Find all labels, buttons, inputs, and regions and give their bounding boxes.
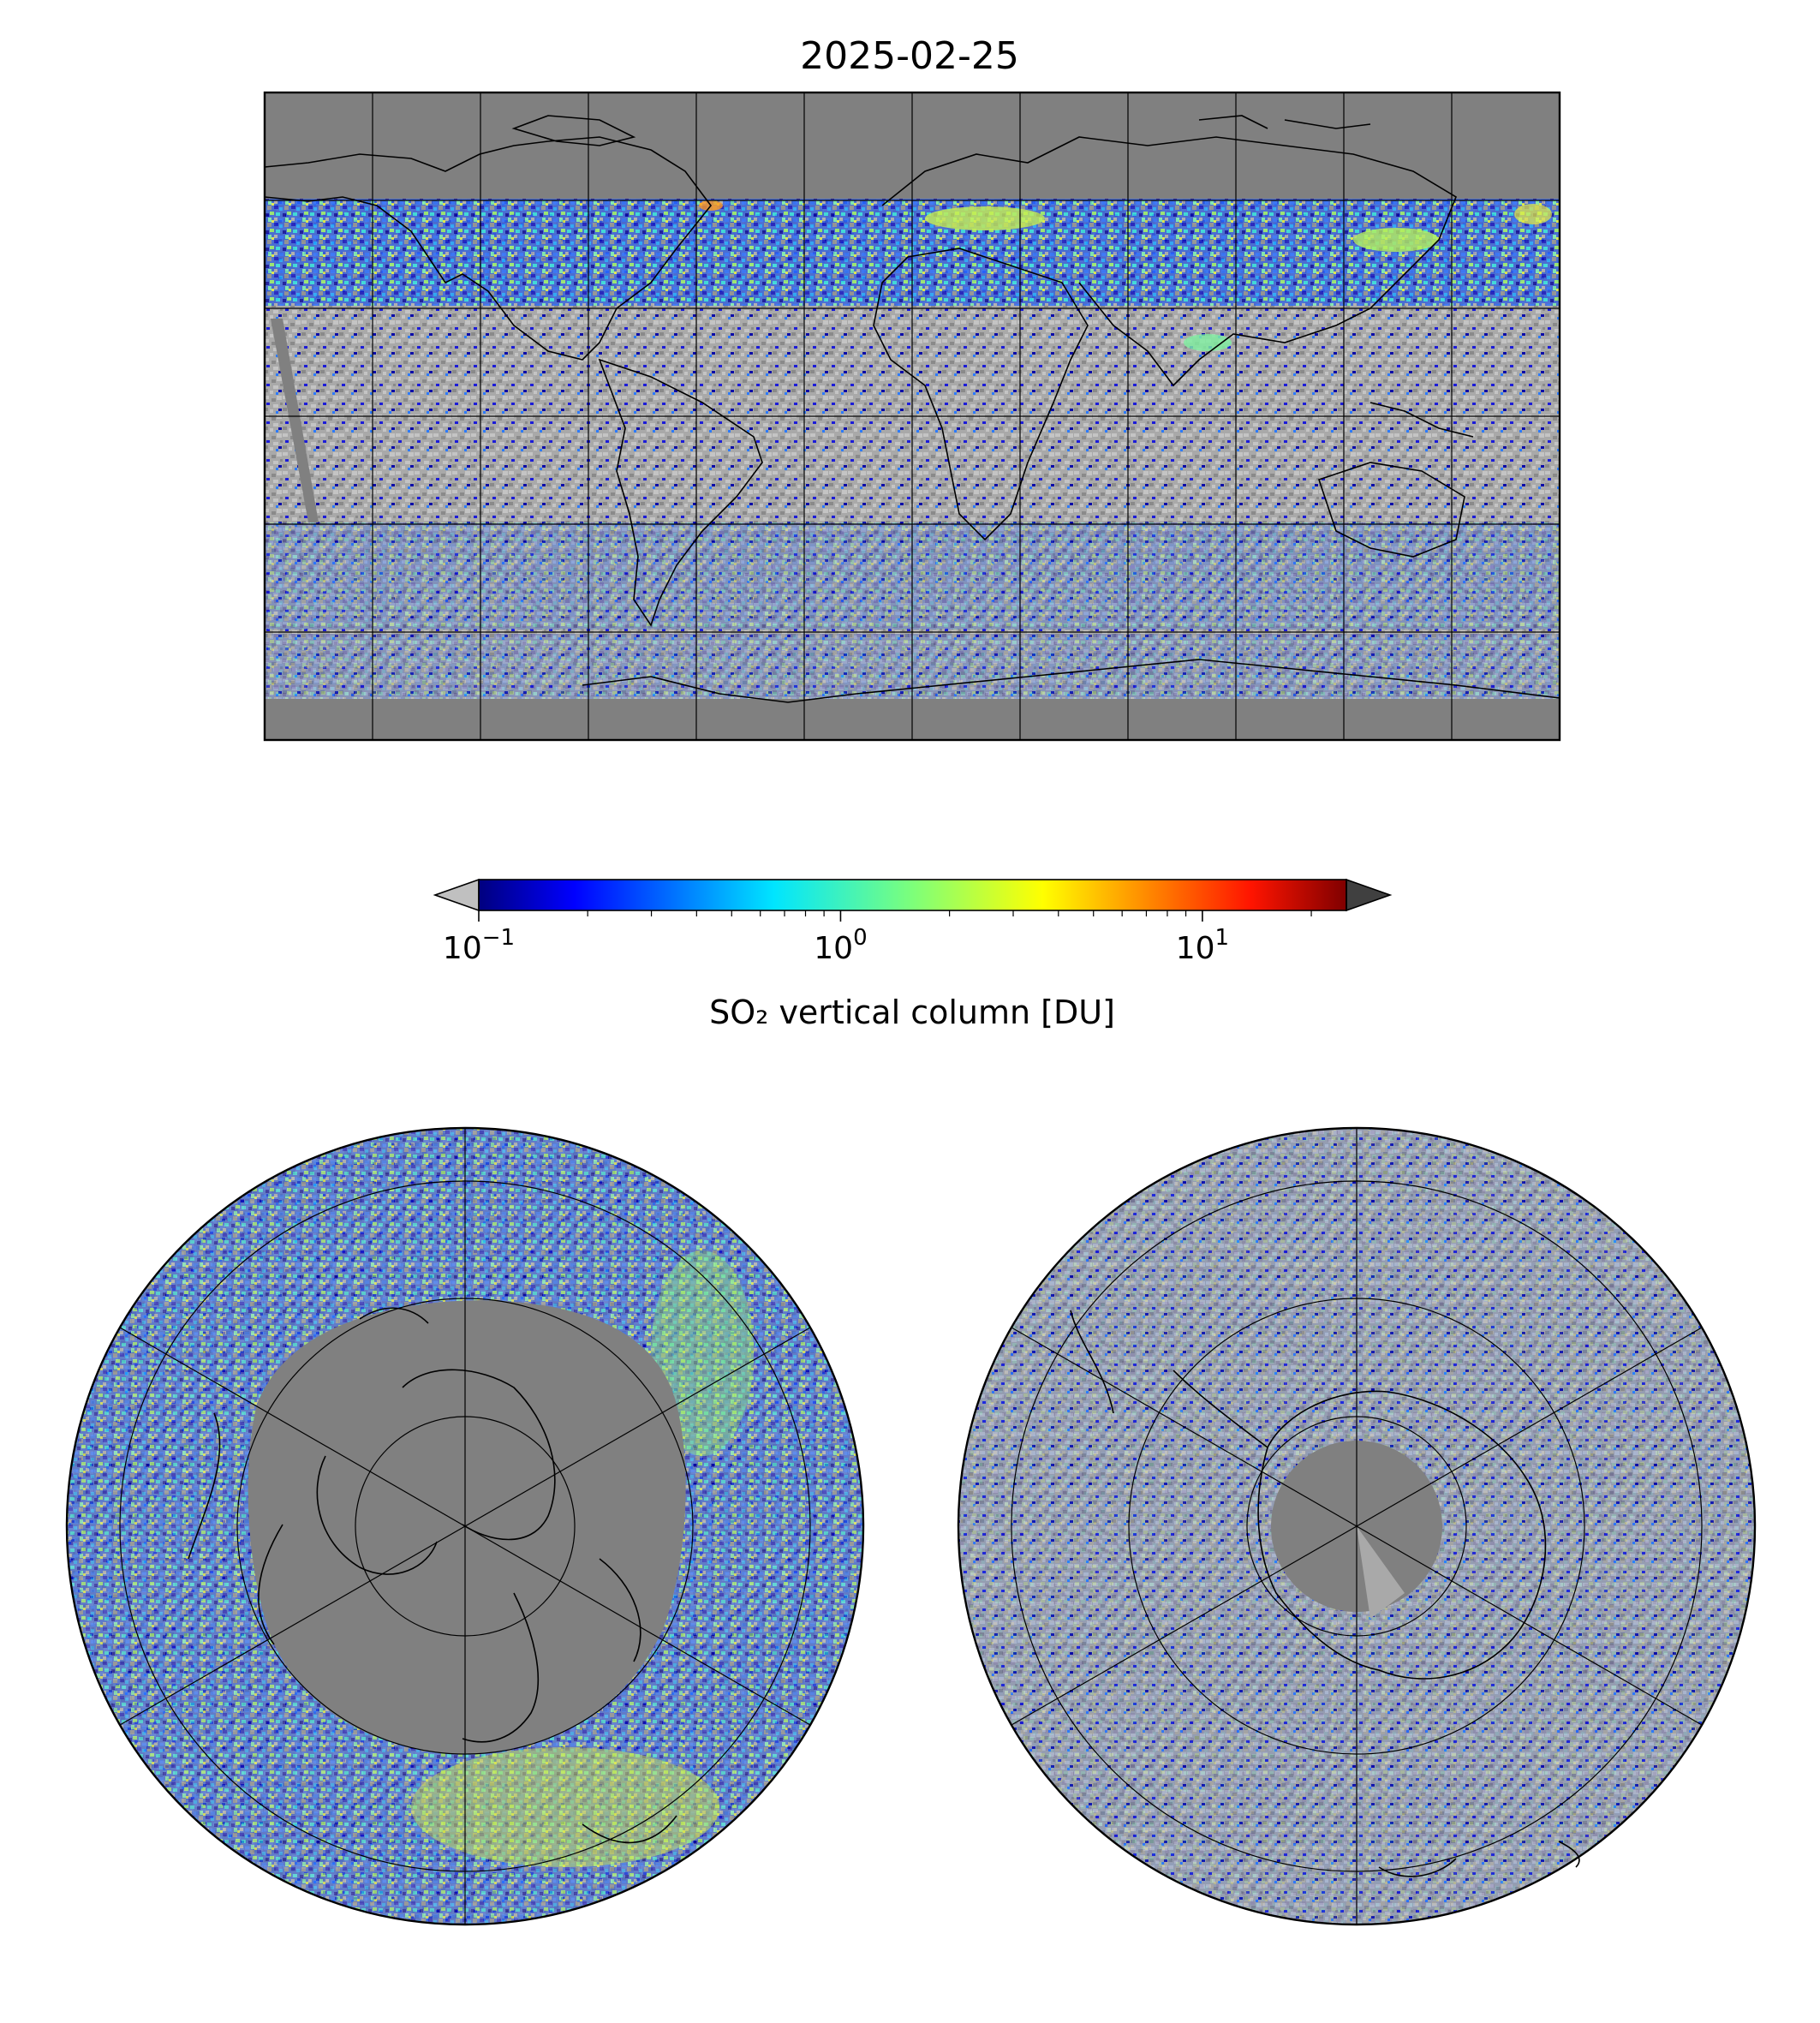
global-map — [263, 91, 1561, 742]
global-gridlines — [265, 92, 1560, 740]
south-polar-gap-wedge — [1357, 1526, 1405, 1619]
south-polar-coastlines — [1070, 1310, 1580, 1877]
north-polar-pollution-plume — [411, 1747, 719, 1867]
colorbar-over-extension — [1346, 878, 1393, 912]
north-polar-frame — [65, 1126, 865, 1926]
global-map-frame — [263, 91, 1561, 742]
colorbar-label: SO₂ vertical column [DU] — [709, 994, 1115, 1031]
colorbar-ticks — [478, 910, 1312, 922]
colorbar-tick-label: 10−1 — [443, 925, 515, 966]
colorbar: 10−1 100 101 SO₂ vertical column [DU] — [433, 878, 1393, 1031]
south-polar-gridlines — [1011, 1128, 1703, 1925]
figure-title: 2025-02-25 — [800, 34, 1019, 78]
south-polar-frame — [957, 1126, 1757, 1926]
colorbar-under-extension — [433, 878, 480, 912]
south-polar-map — [957, 1126, 1757, 1926]
colorbar-frame — [478, 879, 1347, 911]
north-polar-map — [65, 1126, 865, 1926]
colorbar-tick-label: 101 — [1176, 925, 1229, 966]
north-polar-coastlines — [188, 1307, 677, 1844]
colorbar-gradient — [479, 880, 1346, 910]
global-hotspots — [699, 200, 1552, 351]
colorbar-tick-label: 100 — [814, 925, 867, 966]
colorbar-tick-labels: 10−1 100 101 — [443, 925, 1229, 966]
global-coastlines — [264, 115, 1560, 703]
missing-orbit-swath — [271, 319, 319, 522]
